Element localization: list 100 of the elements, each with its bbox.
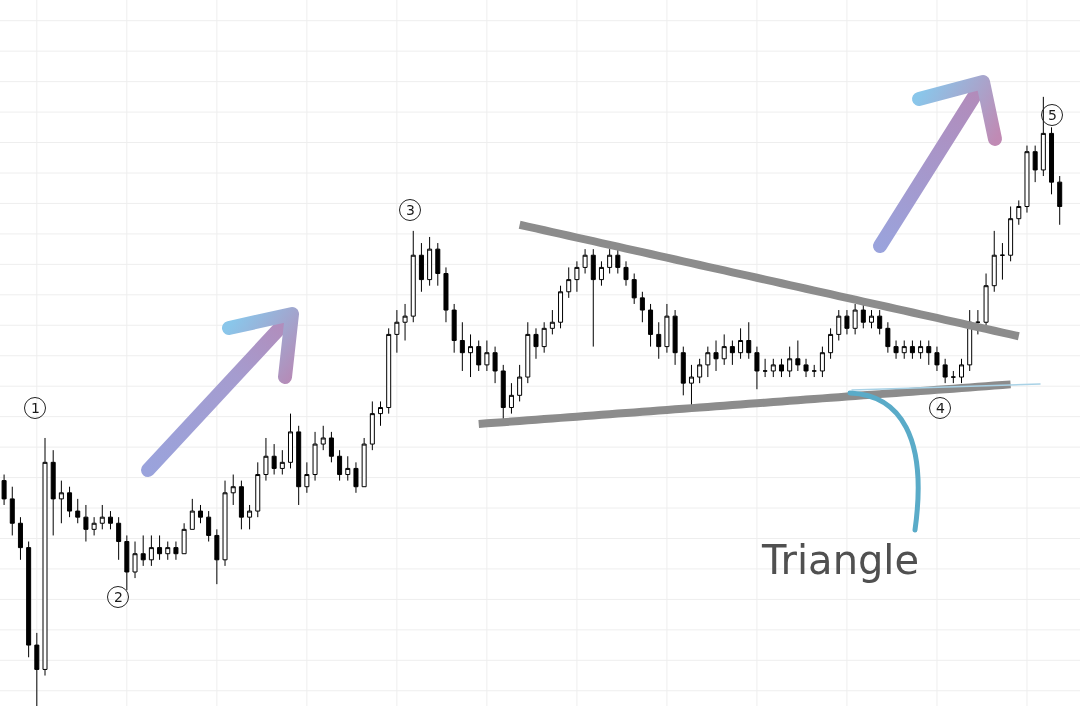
candlestick [189,498,195,530]
candlestick [9,486,15,536]
candlestick [746,321,752,360]
candlestick [58,480,64,524]
candlestick [795,340,801,372]
candlestick [427,236,433,287]
candlestick [443,266,449,323]
candlestick [222,480,228,567]
candlestick [574,260,580,293]
candlestick [819,346,825,378]
candlestick [598,260,604,287]
candlestick [451,303,457,354]
candlestick [476,340,482,372]
candlestick [67,486,73,518]
candlestick [909,340,915,360]
candlestick [582,248,588,275]
candlestick [1032,145,1038,183]
candlestick [17,516,23,561]
candlestick [50,449,56,536]
candlestick [713,340,719,372]
candlestick [42,437,48,677]
candlestick [1024,145,1030,214]
candlestick [157,534,163,561]
candlestick [107,510,113,530]
candlestick [762,358,768,378]
candlestick [615,248,621,275]
candlestick [34,632,40,706]
candlestick [99,504,105,530]
candlestick [607,248,613,275]
candlestick [238,480,244,530]
annotation: 2 [114,589,123,605]
candlestick [353,461,359,494]
candlestick [402,303,408,342]
candlestick [124,534,130,591]
candlestick [263,437,269,482]
candlestick [1008,206,1014,262]
candlestick [541,321,547,354]
candlestick [942,358,948,384]
candlestick [386,327,392,415]
candlestick [623,260,629,287]
candlestick [803,358,809,378]
candlestick [492,346,498,384]
candlestick [754,346,760,390]
candlestick [934,346,940,372]
annotation: 5 [1048,107,1057,123]
candlestick [533,327,539,360]
candlestick [852,303,858,335]
candlestick [729,340,735,366]
candlestick [312,431,318,482]
candlestick [999,242,1005,281]
candlestick [844,309,850,335]
candlestick [656,321,662,360]
candlestick [558,285,564,329]
candlestick [1049,126,1055,195]
candlestick [148,534,154,567]
candlestick [868,309,874,329]
candlestick [361,437,367,488]
candlestick [500,364,506,421]
candlestick [631,273,637,305]
candlestick [304,461,310,494]
candlestick [320,425,326,451]
candlestick [247,504,253,530]
candlestick [378,400,384,427]
candlestick [877,309,883,335]
candlestick [206,510,212,543]
candlestick [1016,199,1022,226]
annotation: 3 [406,202,415,218]
candlestick [566,266,572,299]
candlestick [116,516,122,561]
candlestick [468,333,474,378]
candlestick [410,230,416,323]
candlestick [811,364,817,378]
candlestick [787,346,793,378]
annotation: Triangle [761,537,920,583]
candlestick [230,474,236,506]
candlestick [672,309,678,366]
candlestick [287,413,293,469]
candlestick [705,346,711,378]
candlestick [328,431,334,463]
candlestick [590,248,596,348]
candlestick [140,534,146,567]
candlestick [26,541,32,658]
candlestick [860,303,866,329]
candlestick [959,358,965,384]
candlestick [639,291,645,323]
candlestick [345,455,351,482]
candlestick [1057,175,1063,226]
annotation: 4 [936,400,945,416]
candlestick [680,346,686,396]
candlestick [893,340,899,360]
candlestick [721,333,727,366]
candlestick [435,242,441,287]
candlestick [271,443,277,476]
candlestick [1040,96,1046,177]
candlestick [132,541,138,579]
candlestick [738,327,744,360]
candlestick [1,474,7,506]
candlestick [369,400,375,451]
candlestick [885,321,891,354]
candlestick [394,309,400,354]
